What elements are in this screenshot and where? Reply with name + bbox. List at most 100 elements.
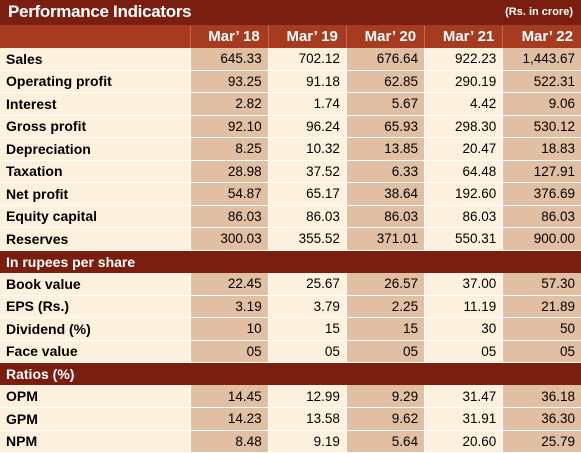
- value-cell: 31.91: [424, 407, 503, 431]
- value-cell: 86.03: [502, 205, 581, 228]
- value-cell: 22.45: [189, 272, 269, 296]
- value-cell: 20.60: [424, 430, 503, 453]
- row-label: Sales: [0, 47, 191, 71]
- value-cell: 4.42: [424, 92, 503, 116]
- value-cell: 676.64: [345, 47, 425, 71]
- value-cell: 9.62: [345, 407, 425, 431]
- value-cell: 37.00: [424, 272, 503, 296]
- value-cell: 290.19: [424, 70, 503, 93]
- value-cell: 93.25: [189, 70, 269, 93]
- value-cell: 25.79: [502, 430, 581, 453]
- page-title: Performance Indicators: [8, 2, 192, 21]
- row-label: Interest: [0, 92, 191, 116]
- row-label: GPM: [0, 407, 191, 431]
- value-cell: 05: [189, 340, 269, 363]
- value-cell: 645.33: [189, 47, 269, 71]
- row-label: Equity capital: [0, 205, 191, 228]
- value-cell: 3.79: [267, 295, 347, 318]
- row-label: EPS (Rs.): [0, 295, 191, 318]
- year-header: Mar’ 21: [424, 25, 503, 48]
- row-label: Gross profit: [0, 115, 191, 138]
- table-row: Net profit 54.87 65.17 38.64 192.60 376.69: [0, 182, 581, 206]
- value-cell: 05: [345, 340, 425, 363]
- value-cell: 14.23: [189, 407, 269, 431]
- value-cell: 25.67: [267, 272, 347, 296]
- units-note: (Rs. in crore): [505, 6, 573, 18]
- section-header-row: In rupees per share: [0, 250, 581, 273]
- table-row: Reserves 300.03 355.52 371.01 550.31 900.00: [0, 227, 581, 251]
- value-cell: 86.03: [267, 205, 347, 228]
- value-cell: 13.58: [267, 407, 347, 431]
- value-cell: 550.31: [424, 227, 503, 251]
- row-label: Dividend (%): [0, 317, 191, 341]
- value-cell: 18.83: [502, 137, 581, 161]
- value-cell: 8.48: [189, 430, 269, 453]
- value-cell: 26.57: [345, 272, 425, 296]
- value-cell: 11.19: [424, 295, 503, 318]
- value-cell: 37.52: [267, 160, 347, 183]
- row-label: Net profit: [0, 182, 191, 206]
- value-cell: 92.10: [189, 115, 269, 138]
- table-row: EPS (Rs.) 3.19 3.79 2.25 11.19 21.89: [0, 295, 581, 318]
- value-cell: 05: [267, 340, 347, 363]
- value-cell: 05: [502, 340, 581, 363]
- title-bar: Performance Indicators (Rs. in crore): [0, 0, 581, 25]
- value-cell: 36.18: [502, 385, 581, 408]
- value-cell: 91.18: [267, 70, 347, 93]
- value-cell: 2.25: [345, 295, 425, 318]
- year-header: Mar’ 19: [267, 25, 347, 48]
- row-label: Reserves: [0, 227, 191, 251]
- table-row: Sales 645.33 702.12 676.64 922.23 1,443.67: [0, 47, 581, 71]
- value-cell: 14.45: [189, 385, 269, 408]
- row-label: Depreciation: [0, 137, 191, 161]
- table-row: Dividend (%) 10 15 15 30 50: [0, 317, 581, 341]
- value-cell: 300.03: [189, 227, 269, 251]
- value-cell: 702.12: [267, 47, 347, 71]
- value-cell: 15: [267, 317, 347, 341]
- table-row: Interest 2.82 1.74 5.67 4.42 9.06: [0, 92, 581, 116]
- table-row: Operating profit 93.25 91.18 62.85 290.19 522…: [0, 70, 581, 93]
- value-cell: 65.17: [267, 182, 347, 206]
- value-cell: 20.47: [424, 137, 503, 161]
- table-row: Face value 05 05 05 05 05: [0, 340, 581, 363]
- value-cell: 1,443.67: [502, 47, 581, 71]
- row-label: Operating profit: [0, 70, 191, 93]
- year-header-row: Mar’ 18 Mar’ 19 Mar’ 20 Mar’ 21 Mar’ 22: [0, 25, 581, 48]
- value-cell: 522.31: [502, 70, 581, 93]
- value-cell: 192.60: [424, 182, 503, 206]
- table-row: Gross profit 92.10 96.24 65.93 298.30 530.12: [0, 115, 581, 138]
- year-header: Mar’ 20: [345, 25, 425, 48]
- value-cell: 38.64: [345, 182, 425, 206]
- year-header: Mar’ 18: [189, 25, 269, 48]
- value-cell: 86.03: [345, 205, 425, 228]
- value-cell: 10: [189, 317, 269, 341]
- value-cell: 30: [424, 317, 503, 341]
- value-cell: 57.30: [502, 272, 581, 296]
- value-cell: 65.93: [345, 115, 425, 138]
- value-cell: 36.30: [502, 407, 581, 431]
- value-cell: 96.24: [267, 115, 347, 138]
- header-blank-cell: [0, 25, 191, 48]
- value-cell: 64.48: [424, 160, 503, 183]
- value-cell: 50: [502, 317, 581, 341]
- value-cell: 371.01: [345, 227, 425, 251]
- table-row: OPM 14.45 12.99 9.29 31.47 36.18: [0, 385, 581, 408]
- value-cell: 298.30: [424, 115, 503, 138]
- value-cell: 127.91: [502, 160, 581, 183]
- value-cell: 922.23: [424, 47, 503, 71]
- row-label: OPM: [0, 385, 191, 408]
- value-cell: 86.03: [424, 205, 503, 228]
- table-row: Depreciation 8.25 10.32 13.85 20.47 18.83: [0, 137, 581, 161]
- value-cell: 9.19: [267, 430, 347, 453]
- table-row: NPM 8.48 9.19 5.64 20.60 25.79: [0, 430, 581, 453]
- indicators-table: Mar’ 18 Mar’ 19 Mar’ 20 Mar’ 21 Mar’ 22 …: [0, 25, 581, 453]
- row-label: Face value: [0, 340, 191, 363]
- value-cell: 9.29: [345, 385, 425, 408]
- value-cell: 86.03: [189, 205, 269, 228]
- value-cell: 15: [345, 317, 425, 341]
- row-label: Book value: [0, 272, 191, 296]
- value-cell: 355.52: [267, 227, 347, 251]
- section-heading: In rupees per share: [0, 250, 581, 273]
- value-cell: 62.85: [345, 70, 425, 93]
